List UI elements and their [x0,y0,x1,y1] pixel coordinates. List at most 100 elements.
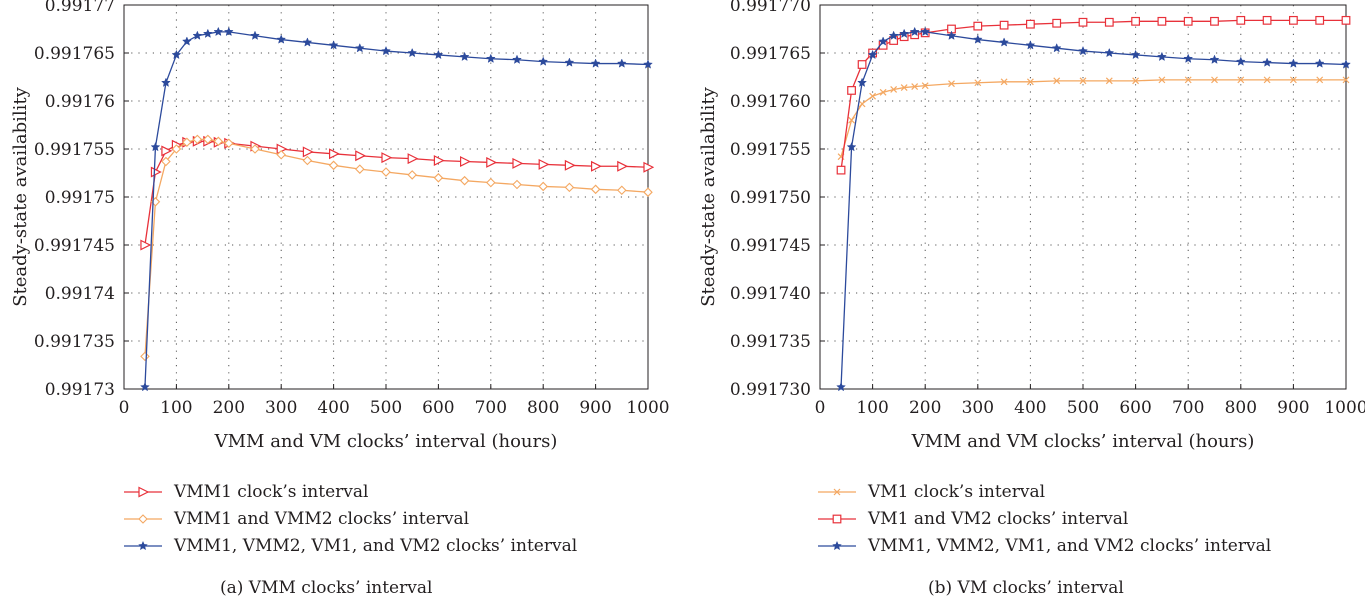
data-point [948,80,955,88]
data-point [879,88,887,96]
data-point [836,381,846,392]
data-point [161,145,173,157]
y-tick-label: 0.991760 [730,92,811,112]
data-point [946,30,957,40]
data-point [1211,76,1218,84]
data-point [355,164,365,174]
data-point [890,86,898,93]
data-point [1263,76,1271,84]
data-point [590,58,601,68]
x-tick-label: 600 [422,398,454,418]
legend-symbol [124,540,162,551]
legend-entry: VMM1 and VMM2 clocks’ interval [122,507,469,531]
x-tick-label: 500 [1067,398,1099,418]
data-point [1053,77,1061,85]
data-point [538,56,549,66]
data-point [1131,16,1140,26]
y-tick-label: 0.991755 [730,140,811,160]
y-tick-label: 0.991750 [730,188,811,208]
data-point [616,58,627,68]
data-point [867,49,878,60]
x-tick-label: 1000 [626,398,669,418]
data-point [433,173,444,183]
legend-label: VM1 clock’s interval [868,482,1046,502]
data-point [999,37,1010,47]
x-tick-label: 100 [160,398,192,418]
data-point [485,53,496,63]
data-point [1315,15,1325,25]
y-tick-label: 0.991735 [730,332,811,352]
data-point [1316,76,1324,84]
data-point [276,149,286,160]
data-point [836,165,846,175]
y-tick-label: 0.99175 [45,188,115,208]
data-point [921,82,929,90]
data-point [1341,59,1351,69]
data-point [381,167,391,177]
data-point [1209,54,1220,64]
x-tick-label: 1000 [1324,398,1365,418]
data-point [1156,51,1167,62]
data-point [909,26,920,37]
data-point [911,83,919,91]
legend-label: VMM1, VMM2, VM1, and VM2 clocks’ interva… [868,536,1272,556]
data-point [250,144,260,154]
legend-marker [138,514,148,524]
x-tick-label: 200 [909,398,941,418]
data-point [1289,76,1297,84]
series-2 [140,134,653,362]
x-tick-label: 700 [475,398,507,418]
data-point [848,116,855,124]
data-point [328,160,339,171]
legend-entry: VMM1 clock’s interval [122,480,368,504]
data-point [140,239,152,251]
data-point [590,184,601,195]
legend-entry: VMM1, VMM2, VM1, and VM2 clocks’ interva… [816,534,1271,558]
data-point [1183,16,1193,26]
y-tick-label: 0.991755 [34,140,115,160]
legend-marker [138,486,150,498]
data-point [329,148,340,160]
legend-symbol [818,488,856,496]
data-point [460,156,471,167]
data-point [538,158,550,170]
y-tick-label: 0.99173 [45,380,115,400]
data-point [538,181,548,192]
chart-panel-a: 0 100 200 300 400 500 600 700 800 900 1000 0.99173 0… [0,0,680,603]
data-point [869,92,877,100]
data-point [1183,53,1194,63]
x-axis-label: VMM and VM clocks’ interval (hours) [911,431,1255,452]
data-point [564,159,576,171]
data-point [643,161,654,173]
data-point [203,134,213,145]
data-point [355,150,367,162]
y-tick-label: 0.991745 [34,236,115,256]
series-line [840,79,1346,157]
data-point [1341,15,1351,25]
data-point [459,51,470,62]
data-point [1158,76,1166,84]
data-point [224,138,234,149]
legend-entry: VMM1, VMM2, VM1, and VM2 clocks’ interva… [122,534,577,558]
data-point [1025,40,1036,50]
data-point [161,77,171,87]
legend-marker [138,540,148,551]
series-line [840,19,1346,171]
data-point [223,26,234,37]
data-point [847,86,856,95]
y-tick-label: 0.991740 [730,284,811,304]
x-tick-label: 400 [317,398,349,418]
legend-symbol [124,514,162,524]
y-tick-label: 0.991765 [730,44,811,64]
legend-entry: VM1 clock’s interval [816,480,1045,504]
chart-svg-b: 0 100 200 300 400 500 600 700 800 900 1000 0.991730… [698,0,1365,452]
data-point [302,37,313,47]
data-point [1262,15,1272,25]
chart-svg-a: 0 100 200 300 400 500 600 700 800 900 1000 0.99173 0… [10,0,670,452]
data-point [1236,15,1246,25]
legend-marker [832,540,842,551]
data-point [512,179,522,190]
x-tick-label: 200 [213,398,245,418]
y-tick-label: 0.991735 [34,332,115,352]
data-point [1157,16,1167,26]
